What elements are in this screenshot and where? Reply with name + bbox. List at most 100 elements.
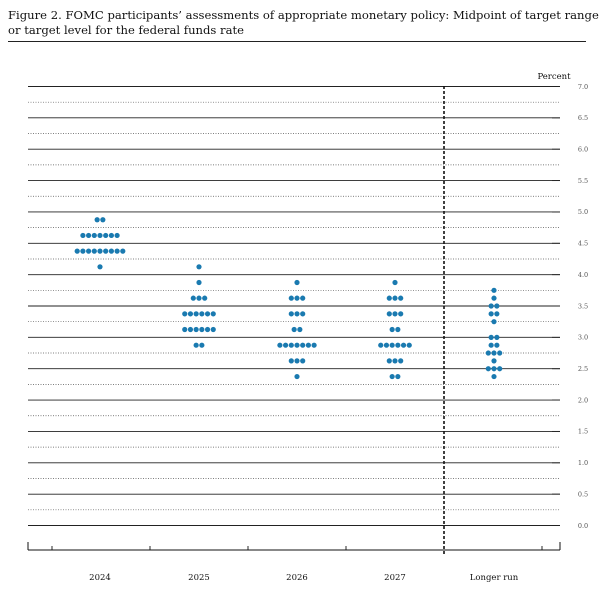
participant-dot [108, 248, 114, 254]
participant-dot [210, 311, 216, 317]
y-tick-label: 2.5 [578, 365, 588, 373]
participant-dot [294, 342, 300, 348]
participant-dot [182, 311, 188, 317]
participant-dot [288, 311, 294, 317]
category-label: Longer run [470, 573, 519, 583]
y-tick-label: 4.5 [578, 240, 588, 248]
participant-dot [288, 358, 294, 364]
participant-dot [491, 366, 497, 372]
participant-dot [100, 217, 106, 223]
participant-dot [386, 358, 392, 364]
y-tick-label: 7.0 [578, 83, 588, 91]
participant-dot [395, 342, 401, 348]
participant-dot [488, 311, 494, 317]
participant-dot [386, 295, 392, 301]
participant-dot [277, 342, 283, 348]
title-rule [8, 41, 586, 42]
participant-dot [80, 248, 86, 254]
participant-dot [103, 248, 109, 254]
participant-dot [294, 279, 300, 286]
axes [27, 86, 561, 556]
participant-dot [300, 342, 306, 348]
participant-dot [488, 334, 494, 340]
participant-dot [406, 342, 412, 348]
dots [74, 217, 503, 380]
participant-dot [199, 342, 205, 348]
category-label: 2027 [384, 573, 406, 583]
participant-dot [400, 342, 407, 348]
participant-dot [497, 350, 503, 356]
participant-dot [386, 311, 392, 317]
participant-dot [196, 279, 202, 286]
figure-title: Figure 2. FOMC participants’ assessments… [8, 8, 599, 37]
participant-dot [294, 358, 300, 364]
participant-dot [389, 342, 395, 348]
participant-dot [193, 342, 199, 348]
participant-dot [199, 326, 205, 333]
participant-dot [392, 295, 398, 301]
participant-dot [74, 248, 80, 254]
participant-dot [91, 248, 97, 254]
participant-dot [491, 358, 497, 364]
participant-dot [97, 232, 103, 239]
y-tick-label: 5.0 [578, 208, 588, 216]
participant-dot [187, 326, 194, 333]
participant-dot [190, 295, 196, 301]
gridlines [28, 86, 560, 526]
participant-dot [120, 248, 126, 254]
participant-dot [389, 373, 395, 380]
participant-dot [494, 303, 500, 309]
category-label: 2026 [286, 573, 308, 583]
participant-dot [283, 342, 289, 348]
participant-dot [196, 264, 202, 270]
participant-dot [491, 350, 497, 356]
participant-dot [300, 311, 306, 317]
participant-dot [187, 311, 194, 317]
participant-dot [395, 326, 401, 333]
participant-dot [491, 295, 497, 301]
labels: 7.0 6.5 6.0 5.5 5.0 4.5 4.0 3.5 3.0 2.5 2.0 1.5 1.0 0… [89, 72, 588, 583]
unit-label: Percent [537, 72, 571, 82]
participant-dot [288, 342, 294, 348]
participant-dot [202, 295, 208, 301]
participant-dot [491, 287, 497, 293]
participant-dot [294, 373, 300, 380]
participant-dot [97, 264, 103, 270]
participant-dot [491, 319, 497, 325]
y-tick-label: 3.0 [578, 334, 588, 342]
participant-dot [114, 232, 120, 239]
y-tick-label: 4.0 [578, 271, 588, 279]
participant-dot [294, 311, 300, 317]
participant-dot [494, 334, 500, 340]
y-tick-label: 0.5 [578, 490, 588, 498]
participant-dot [103, 232, 109, 239]
participant-dot [392, 311, 398, 317]
participant-dot [114, 248, 120, 254]
participant-dot [311, 342, 317, 348]
participant-dot [297, 326, 303, 333]
participant-dot [86, 232, 92, 239]
y-tick-label: 1.5 [578, 428, 588, 436]
participant-dot [494, 342, 500, 348]
participant-dot [300, 295, 306, 301]
participant-dot [392, 279, 398, 286]
participant-dot [204, 326, 211, 333]
participant-dot [392, 358, 398, 364]
participant-dot [199, 311, 205, 317]
participant-dot [491, 373, 497, 380]
participant-dot [378, 342, 384, 348]
participant-dot [494, 311, 500, 317]
participant-dot [398, 311, 404, 317]
participant-dot [288, 295, 294, 301]
category-label: 2024 [89, 573, 111, 583]
participant-dot [193, 311, 199, 317]
category-label: 2025 [188, 573, 210, 583]
participant-dot [300, 358, 306, 364]
participant-dot [193, 326, 199, 333]
y-tick-label: 6.0 [578, 146, 588, 154]
participant-dot [204, 311, 211, 317]
participant-dot [488, 303, 494, 309]
participant-dot [485, 366, 491, 372]
participant-dot [210, 326, 216, 333]
